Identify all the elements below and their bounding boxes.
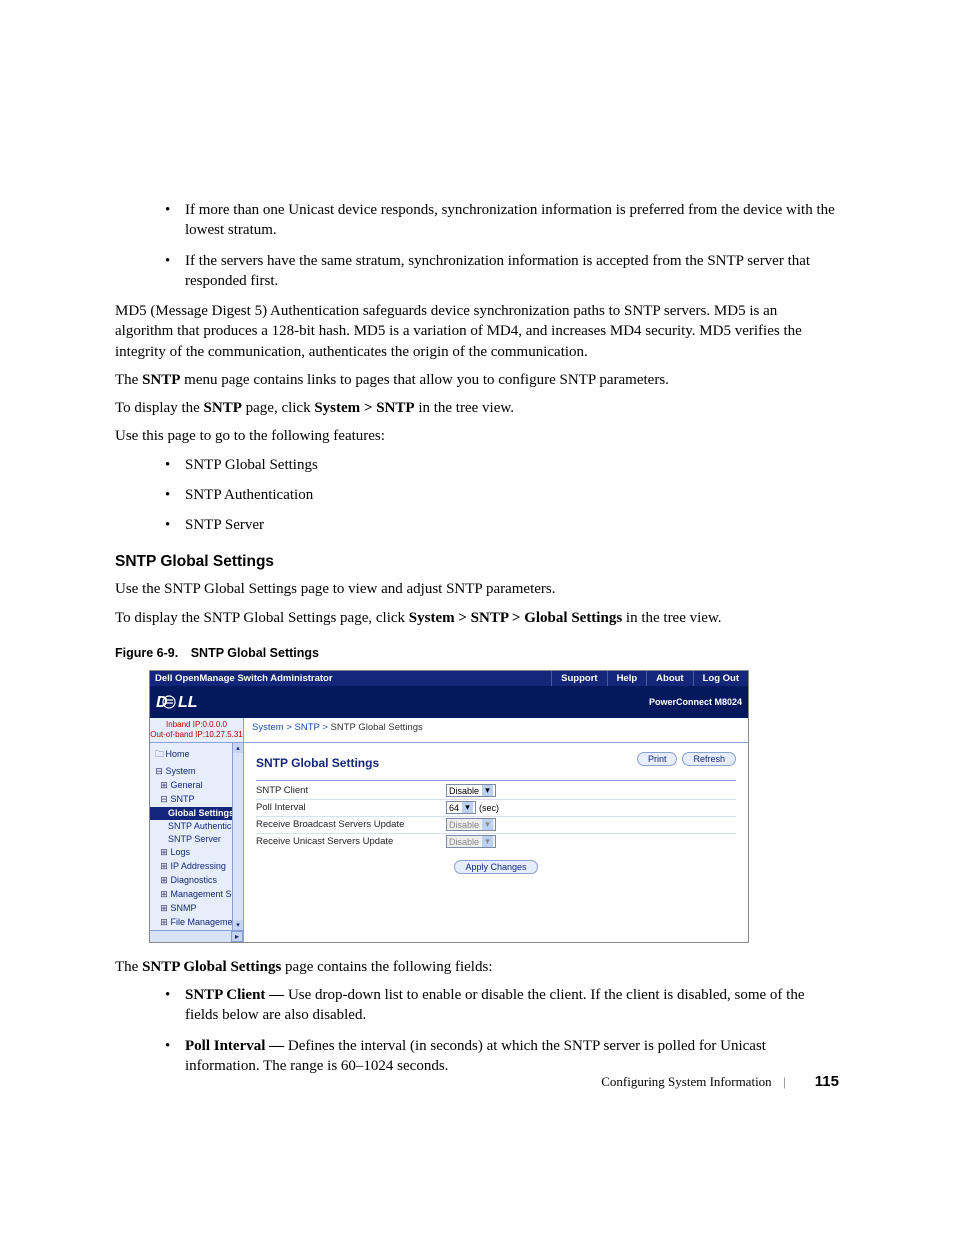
scroll-down-icon[interactable]: ▾ [233, 920, 243, 930]
content-title: SNTP Global Settings [256, 756, 379, 770]
svg-text:LL: LL [178, 694, 198, 711]
feature-list: SNTP Global Settings SNTP Authentication… [115, 455, 839, 536]
form-row: Receive Unicast Servers UpdateDisable▾ [256, 834, 736, 850]
nav-tree[interactable]: ▴ ▾ 🗀 Home⊟ System⊞ General⊟ SNTPGlobal … [150, 743, 244, 942]
page-footer: Configuring System Information | 115 [601, 1073, 839, 1090]
page-number: 115 [815, 1073, 839, 1090]
footer-section: Configuring System Information [601, 1074, 771, 1089]
menu-about[interactable]: About [646, 671, 692, 686]
screenshot-panel: Dell OpenManage Switch Administrator Sup… [149, 670, 749, 943]
field-item: SNTP Client — Use drop-down list to enab… [165, 985, 839, 1026]
footer-separator: | [783, 1074, 786, 1089]
field-label: SNTP Client [256, 785, 446, 796]
tree-item[interactable]: ⊞ Diagnostics [150, 874, 243, 888]
paragraph: MD5 (Message Digest 5) Authentication sa… [115, 301, 839, 362]
app-banner: D LL PowerConnect M8024 [150, 686, 748, 718]
menu-logout[interactable]: Log Out [693, 671, 748, 686]
form-row: SNTP ClientDisable▾ [256, 783, 736, 800]
tree-item[interactable]: Global Settings [150, 807, 243, 820]
form-row: Poll Interval64▾(sec) [256, 800, 736, 817]
bullet-item: If the servers have the same stratum, sy… [165, 251, 839, 292]
figure-caption: Figure 6-9. SNTP Global Settings [115, 646, 839, 660]
paragraph: Use this page to go to the following fea… [115, 426, 839, 446]
tree-item[interactable]: SNTP Server [150, 833, 243, 846]
tree-hscrollbar[interactable]: ▸ [150, 930, 243, 942]
app-menubar: Dell OpenManage Switch Administrator Sup… [150, 671, 748, 686]
tree-item[interactable]: ⊞ File Management [150, 916, 243, 930]
paragraph: The SNTP menu page contains links to pag… [115, 370, 839, 390]
breadcrumb-link[interactable]: System [252, 722, 284, 733]
field-label: Receive Broadcast Servers Update [256, 819, 446, 830]
paragraph: The SNTP Global Settings page contains t… [115, 957, 839, 977]
dropdown: Disable▾ [446, 835, 496, 848]
dell-logo: D LL [156, 693, 214, 711]
section-heading: SNTP Global Settings [115, 553, 839, 571]
feature-item: SNTP Authentication [165, 485, 839, 505]
product-label: PowerConnect M8024 [649, 697, 742, 707]
scroll-up-icon[interactable]: ▴ [233, 743, 243, 753]
tree-item[interactable]: ⊞ General [150, 779, 243, 793]
top-bullet-list: If more than one Unicast device responds… [115, 200, 839, 291]
breadcrumb-link[interactable]: SNTP [295, 722, 320, 733]
breadcrumb-current: SNTP Global Settings [331, 722, 423, 733]
menu-help[interactable]: Help [607, 671, 647, 686]
tree-item[interactable]: ⊞ Management Secur [150, 888, 243, 902]
form-row: Receive Broadcast Servers UpdateDisable▾ [256, 817, 736, 834]
tree-item[interactable]: ⊞ IP Addressing [150, 860, 243, 874]
tree-vscrollbar[interactable]: ▴ ▾ [232, 743, 243, 930]
tree-item[interactable]: ⊟ SNTP [150, 793, 243, 807]
feature-item: SNTP Global Settings [165, 455, 839, 475]
dropdown[interactable]: 64▾ [446, 801, 476, 814]
content-pane: SNTP Global Settings Print Refresh SNTP … [244, 743, 748, 942]
ip-crumb-bar: Inband IP:0.0.0.0 Out-of-band IP:10.27.5… [150, 718, 748, 743]
app-title: Dell OpenManage Switch Administrator [150, 673, 551, 684]
field-list: SNTP Client — Use drop-down list to enab… [115, 985, 839, 1076]
field-item: Poll Interval — Defines the interval (in… [165, 1036, 839, 1077]
feature-item: SNTP Server [165, 515, 839, 535]
refresh-button[interactable]: Refresh [682, 752, 736, 766]
paragraph: To display the SNTP Global Settings page… [115, 608, 839, 628]
tree-item[interactable]: ⊞ Logs [150, 846, 243, 860]
dropdown[interactable]: Disable▾ [446, 784, 496, 797]
print-button[interactable]: Print [637, 752, 678, 766]
dropdown: Disable▾ [446, 818, 496, 831]
menu-support[interactable]: Support [551, 671, 606, 686]
field-label: Poll Interval [256, 802, 446, 813]
unit-label: (sec) [479, 803, 499, 813]
tree-item[interactable]: ⊟ System [150, 765, 243, 779]
breadcrumb: System > SNTP > SNTP Global Settings [244, 718, 748, 742]
ip-box: Inband IP:0.0.0.0 Out-of-band IP:10.27.5… [150, 718, 244, 742]
tree-item[interactable]: ⊞ SNMP [150, 902, 243, 916]
paragraph: Use the SNTP Global Settings page to vie… [115, 579, 839, 599]
field-label: Receive Unicast Servers Update [256, 836, 446, 847]
bullet-item: If more than one Unicast device responds… [165, 200, 839, 241]
paragraph: To display the SNTP page, click System >… [115, 398, 839, 418]
apply-changes-button[interactable]: Apply Changes [454, 860, 537, 874]
scroll-right-icon[interactable]: ▸ [231, 931, 243, 942]
divider [256, 780, 736, 781]
tree-item[interactable]: 🗀 Home [150, 746, 243, 765]
tree-item[interactable]: SNTP Authentica [150, 820, 243, 833]
